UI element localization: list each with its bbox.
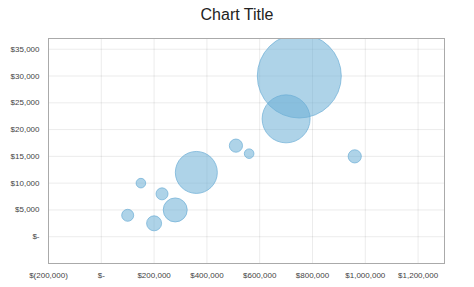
svg-text:$25,000: $25,000 [11, 98, 40, 107]
svg-text:$5,000: $5,000 [15, 205, 40, 214]
svg-text:$600,000: $600,000 [243, 271, 277, 280]
svg-text:$1,200,000: $1,200,000 [398, 271, 439, 280]
html-text:Chart Title: Chart Title [200, 6, 274, 23]
svg-text:$-: $- [98, 271, 105, 280]
svg-text:$(200,000): $(200,000) [29, 271, 68, 280]
svg-text:$400,000: $400,000 [190, 271, 224, 280]
svg-text:$15,000: $15,000 [11, 152, 40, 161]
svg-text:$10,000: $10,000 [11, 179, 40, 188]
svg-text:$1,000,000: $1,000,000 [345, 271, 386, 280]
svg-text:$200,000: $200,000 [137, 271, 171, 280]
svg-text:$20,000: $20,000 [11, 125, 40, 134]
svg-text:$-: $- [32, 232, 39, 241]
svg-text:$30,000: $30,000 [11, 72, 40, 81]
svg-text:$35,000: $35,000 [11, 45, 40, 54]
svg-text:$800,000: $800,000 [296, 271, 330, 280]
